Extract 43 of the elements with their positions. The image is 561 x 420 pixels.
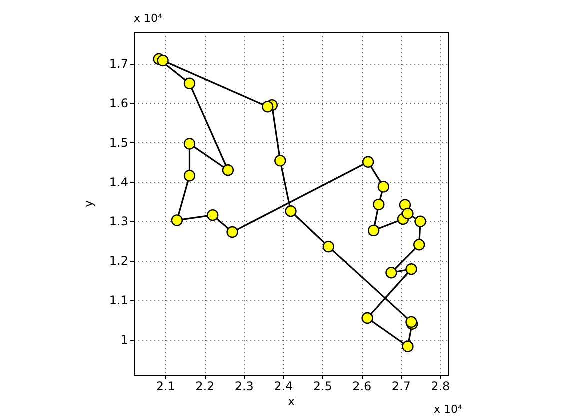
y-tick-label: 1.7 xyxy=(109,57,128,72)
point xyxy=(184,170,196,182)
point xyxy=(414,216,426,228)
y-tick-label: 1.5 xyxy=(109,136,128,150)
point xyxy=(402,208,414,220)
point xyxy=(222,164,234,176)
point xyxy=(368,224,380,237)
point xyxy=(226,226,238,238)
x-tick-label: 2.2 xyxy=(196,380,215,394)
point xyxy=(362,156,374,168)
x-tick-label: 2.3 xyxy=(234,380,254,394)
point xyxy=(373,198,385,211)
point xyxy=(262,101,274,113)
point xyxy=(402,340,414,352)
x-tick-label: 2.6 xyxy=(352,380,372,394)
point xyxy=(184,138,196,150)
point xyxy=(362,312,374,324)
text: x 10⁴ xyxy=(434,403,464,416)
point xyxy=(322,241,335,253)
point xyxy=(414,239,426,251)
text: x 10⁴ xyxy=(134,12,164,25)
x-tick-label: 2.7 xyxy=(392,380,411,394)
y-tick-label: 1.1 xyxy=(109,294,128,308)
y-tick-label: 1 xyxy=(120,333,128,348)
point xyxy=(171,214,184,226)
x-tick-label: 2.8 xyxy=(431,380,450,394)
y-tick-label: 1.2 xyxy=(109,254,128,268)
point xyxy=(285,206,297,218)
point xyxy=(207,209,219,222)
point xyxy=(378,181,390,193)
x-axis-title: x xyxy=(288,394,296,408)
x-tick-label: 2.4 xyxy=(274,380,294,394)
y-tick-label: 1.3 xyxy=(109,214,128,229)
y-axis-title: y xyxy=(81,200,96,208)
y-tick-label: 1.6 xyxy=(109,96,128,110)
point xyxy=(157,54,169,67)
point xyxy=(274,155,286,167)
x-tick-label: 2.1 xyxy=(156,380,176,394)
x-tick-label: 2.5 xyxy=(313,380,332,394)
point xyxy=(406,264,418,276)
y-tick-label: 1.4 xyxy=(109,175,128,190)
point xyxy=(386,267,398,279)
point xyxy=(184,78,196,90)
